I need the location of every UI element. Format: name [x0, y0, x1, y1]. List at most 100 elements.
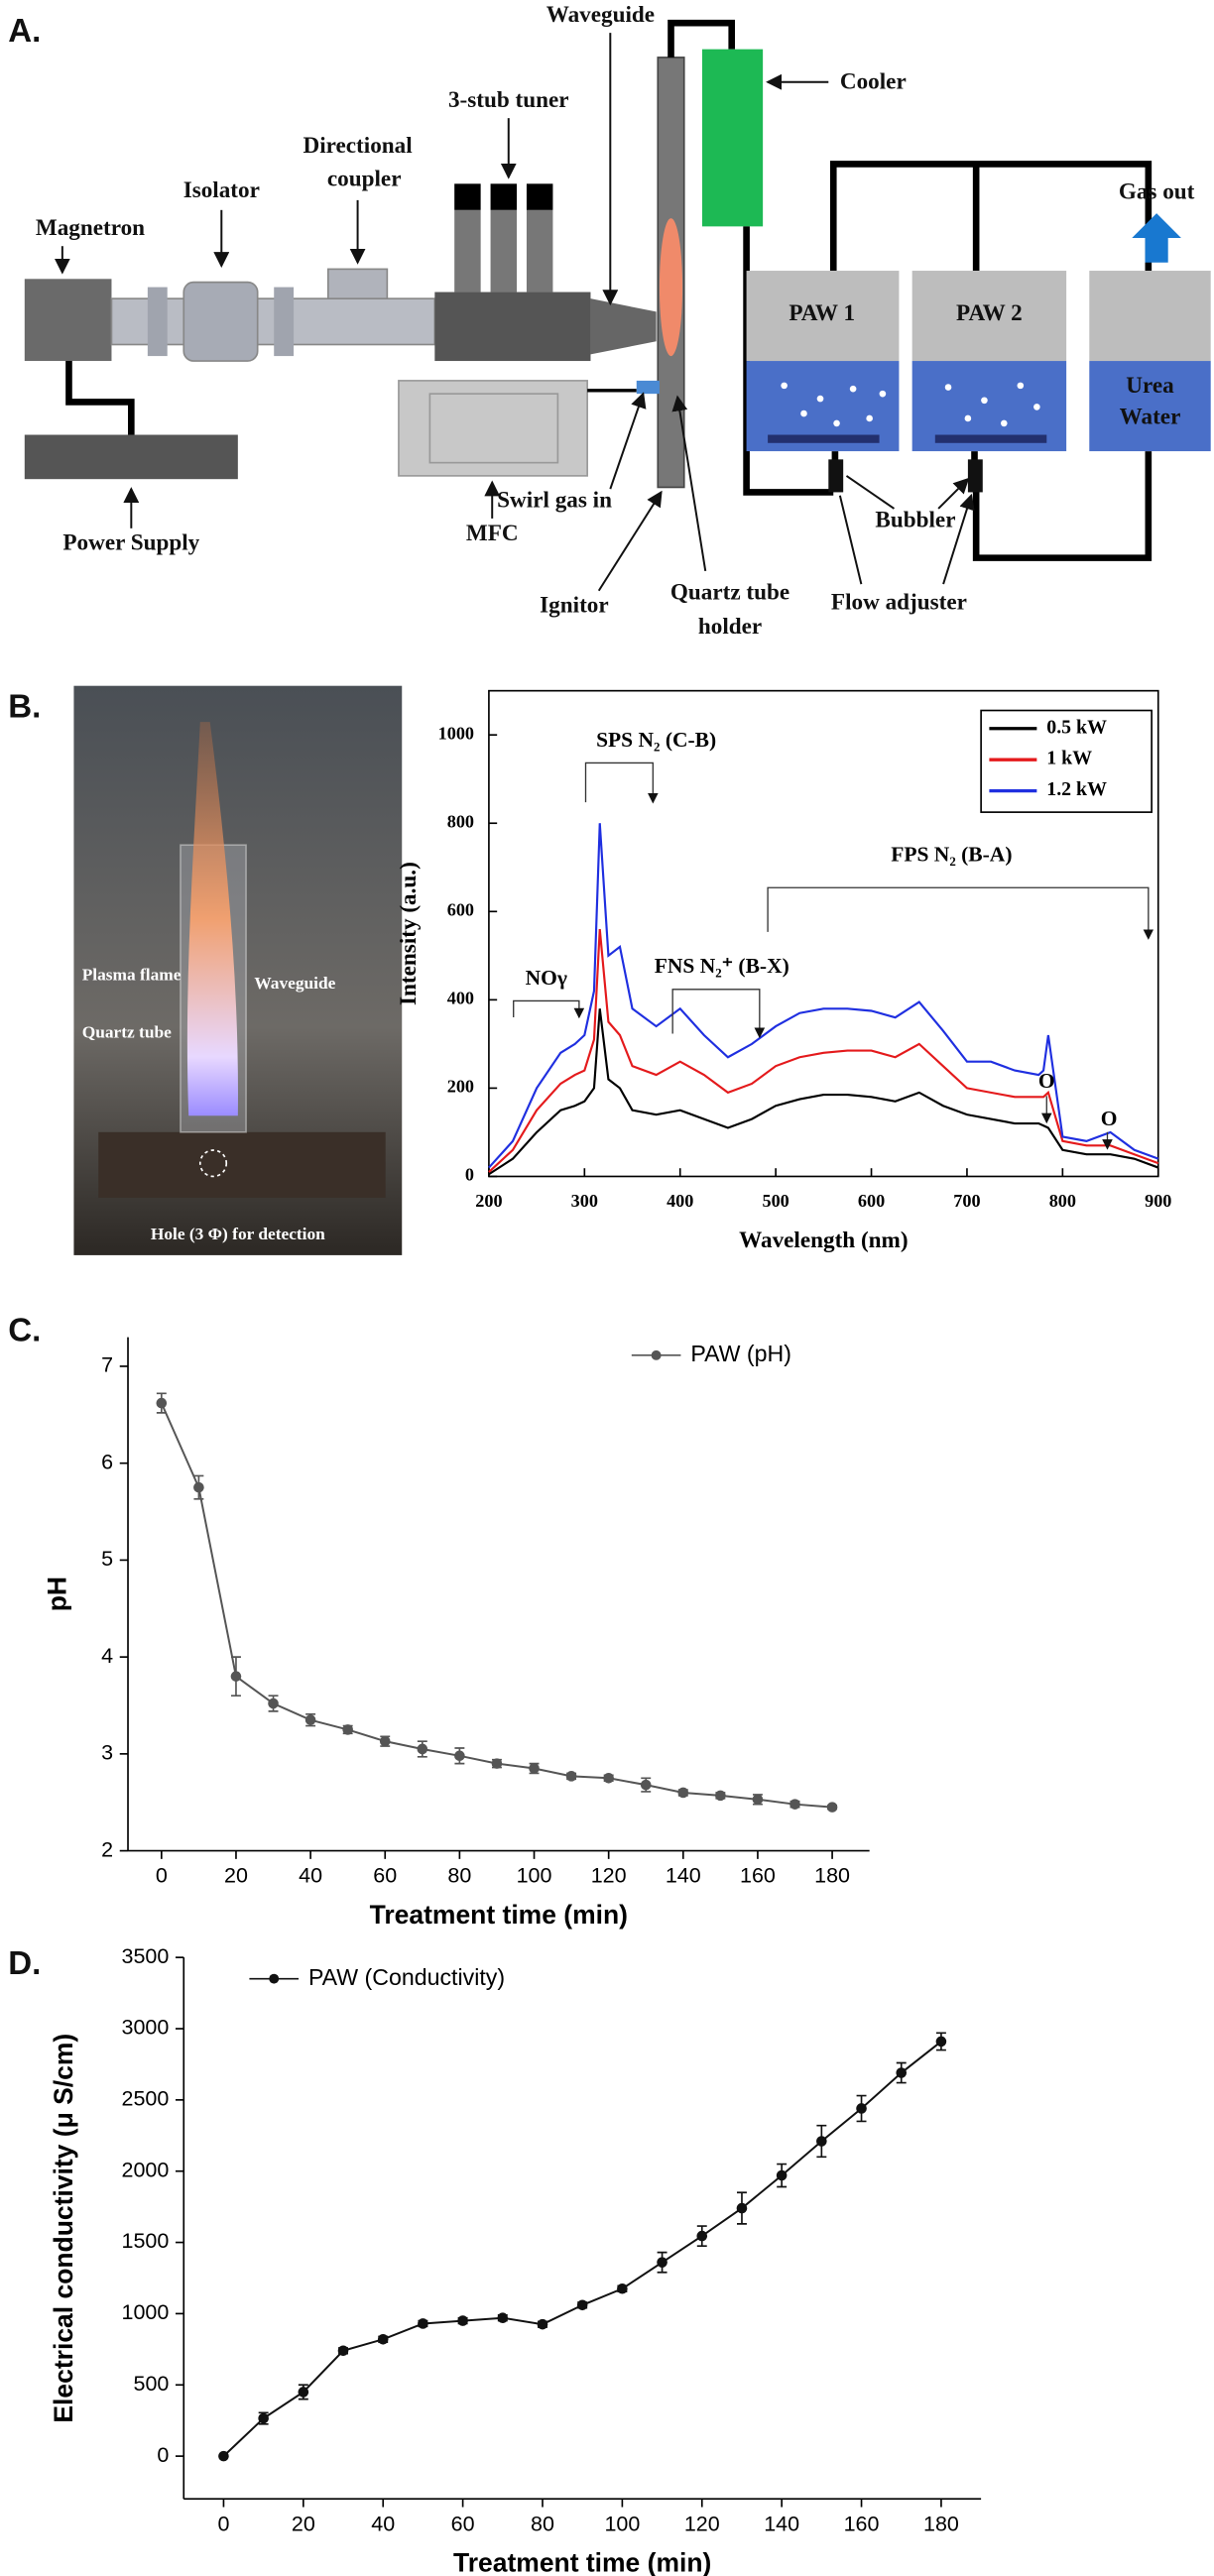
- series-line: [160, 1402, 833, 1809]
- label: holder: [698, 614, 762, 640]
- marker: [418, 2318, 428, 2329]
- label: Cooler: [840, 69, 907, 95]
- panel-label: D.: [8, 1945, 41, 1982]
- annotation-bracket: [671, 989, 766, 1039]
- x-tick-label: 180: [814, 1864, 850, 1888]
- x-tick-label: 0: [217, 2512, 229, 2535]
- x-tick-label: 20: [224, 1864, 248, 1888]
- label: Directional: [304, 133, 414, 159]
- annotation: FNS N₂⁺ (B-X): [655, 954, 789, 978]
- legend-label: PAW (Conductivity): [308, 1964, 505, 1990]
- marker: [576, 2299, 588, 2311]
- arrow: [671, 395, 707, 572]
- diffuser: [768, 434, 880, 443]
- y-tick-label: 2500: [122, 2087, 170, 2111]
- y-tick-label: 0: [465, 1165, 474, 1185]
- label: Water: [1120, 404, 1181, 429]
- wire: [65, 361, 135, 435]
- y-tick-label: 600: [447, 899, 474, 919]
- y-axis-label: pH: [43, 1577, 72, 1611]
- urea-water: [1089, 361, 1211, 452]
- marker: [417, 1743, 428, 1755]
- stub: [454, 209, 481, 293]
- y-tick-label: 1000: [122, 2300, 170, 2324]
- panel-a: A. Magnetron Isolator Directional couple…: [8, 2, 1211, 640]
- chart: C. 0 20 40 60 80 100 120 140 160 180 2 3 4 5 6 7 Treatmen…: [8, 1312, 870, 1930]
- y-tick-label: 200: [447, 1077, 474, 1097]
- x-tick-label: 800: [1049, 1191, 1076, 1211]
- label: Urea: [1126, 373, 1174, 399]
- label: Ignitor: [540, 593, 608, 619]
- marker: [826, 1802, 838, 1813]
- y-tick-label: 6: [101, 1450, 113, 1473]
- x-tick-label: 300: [571, 1191, 598, 1211]
- x-tick-label: 40: [371, 2512, 395, 2535]
- flange: [274, 287, 295, 357]
- marker: [454, 1750, 465, 1762]
- photo-flame: [186, 722, 238, 1116]
- x-tick-label: 80: [447, 1864, 471, 1888]
- x-axis-label: Treatment time (min): [453, 2547, 711, 2576]
- x-tick-label: 80: [531, 2512, 554, 2535]
- stub: [526, 209, 553, 293]
- label: 3-stub tuner: [448, 87, 569, 113]
- marker: [491, 1758, 503, 1769]
- label: MFC: [466, 521, 519, 546]
- tuner-body: [434, 292, 591, 362]
- x-tick-label: 900: [1145, 1191, 1171, 1211]
- marker: [193, 1481, 204, 1493]
- marker: [337, 2345, 349, 2357]
- marker: [230, 1671, 242, 1682]
- diffuser: [934, 434, 1047, 443]
- arrow: [609, 392, 647, 490]
- label: Magnetron: [36, 215, 145, 241]
- chart: 200 300 400 500 600 700 800 9000200400600800100…: [396, 689, 1171, 1253]
- x-tick-label: 60: [451, 2512, 475, 2535]
- x-tick-label: 180: [923, 2512, 959, 2535]
- isolator: [182, 281, 259, 362]
- marker: [776, 2169, 788, 2181]
- y-tick-label: 1000: [438, 723, 474, 743]
- marker: [342, 1724, 353, 1735]
- photo-base: [98, 1131, 386, 1198]
- label: Flow adjuster: [831, 589, 967, 615]
- stub: [490, 209, 518, 293]
- flow-adjuster: [967, 459, 983, 493]
- urea-top: [1089, 271, 1211, 362]
- annotation: O: [1101, 1107, 1118, 1130]
- y-tick-label: 3: [101, 1741, 113, 1765]
- y-tick-label: 0: [157, 2443, 169, 2467]
- annotation-bracket: [584, 761, 659, 804]
- marker: [715, 1790, 726, 1802]
- arrow: [845, 476, 967, 510]
- annotation: O: [1038, 1069, 1055, 1093]
- panel-label: B.: [8, 689, 41, 726]
- annotation: NOγ: [526, 966, 567, 990]
- plot-frame: [488, 689, 1159, 1178]
- marker: [304, 1714, 316, 1725]
- x-tick-label: 120: [591, 1864, 627, 1888]
- marker: [529, 1763, 540, 1774]
- marker: [457, 2315, 468, 2326]
- x-tick-label: 20: [292, 2512, 315, 2535]
- marker: [657, 2257, 668, 2268]
- y-axis-label: Electrical conductivity (μ S/cm): [49, 2034, 78, 2423]
- series-line: [488, 823, 1159, 1169]
- stub-top: [526, 183, 553, 210]
- gas-out-arrow: [1132, 213, 1181, 263]
- label: Quartz tube: [670, 579, 789, 605]
- x-tick-label: 140: [666, 1864, 701, 1888]
- annotation: SPS N₂ (C-B): [596, 728, 716, 752]
- legend-label: PAW (pH): [690, 1341, 791, 1366]
- marker: [565, 1771, 577, 1782]
- flange: [147, 287, 168, 357]
- marker: [379, 1735, 391, 1747]
- magnetron: [24, 279, 112, 362]
- coupler: [326, 268, 389, 299]
- marker: [497, 2312, 509, 2324]
- marker: [640, 1779, 652, 1791]
- marker: [696, 2230, 708, 2242]
- photo-label: Plasma flame: [82, 966, 182, 985]
